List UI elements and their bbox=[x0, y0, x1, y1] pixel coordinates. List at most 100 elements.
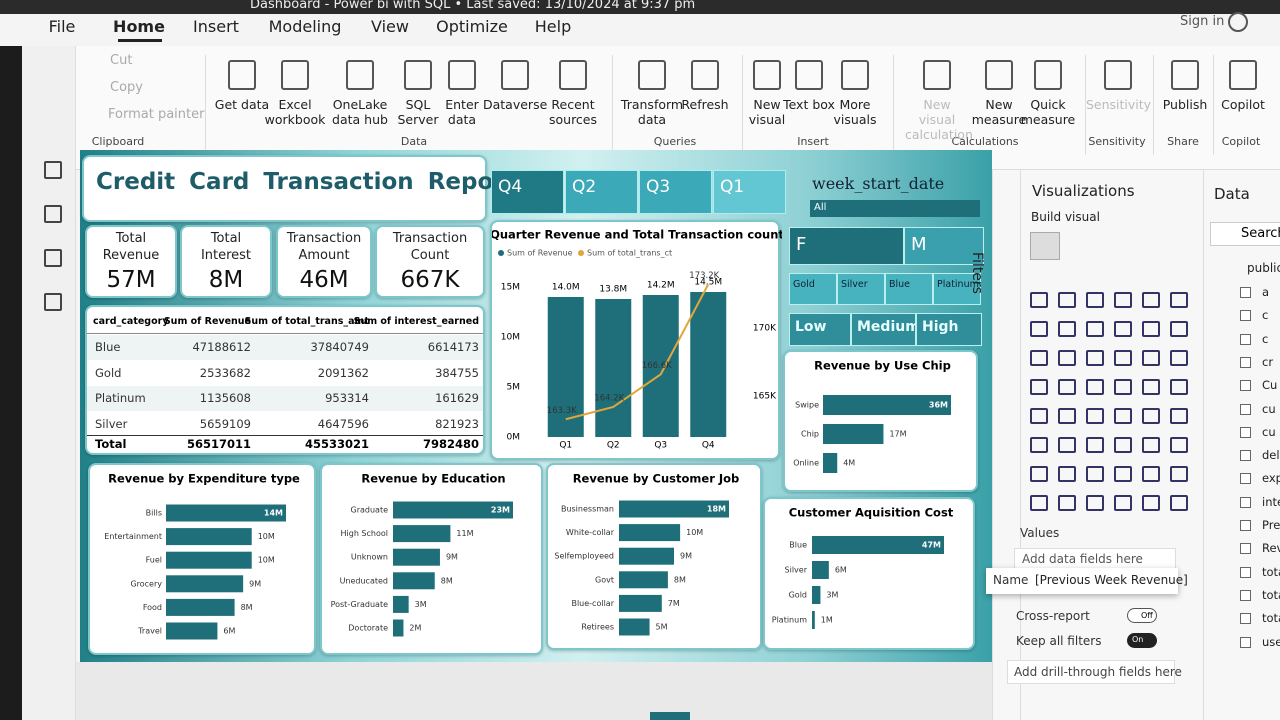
viz-type-icon[interactable] bbox=[1058, 437, 1076, 453]
field-name[interactable]: Cu bbox=[1262, 378, 1278, 393]
field-checkbox[interactable] bbox=[1240, 450, 1251, 462]
nav-icon[interactable] bbox=[44, 249, 62, 267]
viz-type-icon[interactable] bbox=[1170, 292, 1188, 308]
add-fields[interactable]: Add data fields here bbox=[1014, 548, 1176, 570]
viz-type-icon[interactable] bbox=[1170, 408, 1188, 424]
ribbon-button[interactable]: New visual calculation bbox=[905, 97, 973, 142]
viz-type-icon[interactable] bbox=[1086, 437, 1104, 453]
viz-type-icon[interactable] bbox=[1030, 408, 1048, 424]
viz-type-icon[interactable] bbox=[1114, 321, 1132, 337]
viz-type-icon[interactable] bbox=[1086, 408, 1104, 424]
viz-type-icon[interactable] bbox=[1142, 437, 1160, 453]
ribbon-tab[interactable]: Modeling bbox=[268, 17, 342, 36]
viz-type-icon[interactable] bbox=[1030, 350, 1048, 366]
field-name[interactable]: total bbox=[1262, 611, 1280, 626]
field-checkbox[interactable] bbox=[1240, 520, 1251, 531]
viz-type-icon[interactable] bbox=[1086, 321, 1104, 337]
field-name[interactable]: a bbox=[1262, 285, 1270, 299]
field-name[interactable]: Reve bbox=[1262, 541, 1280, 556]
ribbon-button[interactable]: Excel workbook bbox=[264, 97, 326, 127]
ribbon-button[interactable]: New measure bbox=[971, 97, 1027, 127]
field-name[interactable]: inte bbox=[1262, 494, 1280, 509]
viz-type-icon[interactable] bbox=[1030, 292, 1048, 308]
field-checkbox[interactable] bbox=[1240, 310, 1251, 322]
quarter-slicer-item[interactable]: Q4 bbox=[491, 170, 564, 214]
viz-type-icon[interactable] bbox=[1170, 321, 1188, 337]
quarter-slicer-item[interactable]: Q3 bbox=[639, 170, 712, 214]
viz-type-icon[interactable] bbox=[1086, 466, 1104, 482]
sign-in[interactable]: Sign in bbox=[1180, 14, 1225, 29]
viz-type-icon[interactable] bbox=[1142, 350, 1160, 366]
field-name[interactable]: cr bbox=[1262, 354, 1274, 369]
week-slicer-value[interactable]: All bbox=[810, 200, 980, 217]
field-checkbox[interactable] bbox=[1240, 380, 1251, 392]
viz-type-icon[interactable] bbox=[1170, 379, 1188, 395]
field-checkbox[interactable] bbox=[1240, 589, 1251, 601]
viz-type-icon[interactable] bbox=[1142, 466, 1160, 482]
ribbon-button[interactable]: Get data bbox=[214, 97, 270, 112]
field-checkbox[interactable] bbox=[1240, 566, 1251, 578]
field-checkbox[interactable] bbox=[1240, 287, 1251, 298]
field-name[interactable]: cu bbox=[1262, 424, 1276, 439]
filters-label[interactable]: Filters bbox=[969, 252, 985, 294]
data-search[interactable]: Search bbox=[1210, 222, 1280, 246]
viz-type-icon[interactable] bbox=[1114, 350, 1132, 366]
viz-type-icon[interactable] bbox=[1030, 379, 1048, 395]
ribbon-small-button[interactable]: Cut bbox=[110, 53, 133, 68]
viz-type-icon[interactable] bbox=[1030, 466, 1048, 482]
ribbon-button[interactable]: Publish bbox=[1162, 97, 1208, 112]
ribbon-small-button[interactable]: Format painter bbox=[108, 107, 205, 122]
viz-type-icon[interactable] bbox=[1058, 350, 1076, 366]
ribbon-button[interactable]: OneLake data hub bbox=[332, 97, 388, 127]
viz-type-icon[interactable] bbox=[1142, 321, 1160, 337]
quarter-slicer-item[interactable]: Q1 bbox=[713, 170, 786, 214]
field-name[interactable]: exp bbox=[1262, 471, 1280, 486]
viz-type-icon[interactable] bbox=[1114, 379, 1132, 395]
field-name[interactable]: total bbox=[1262, 564, 1280, 579]
field-name[interactable]: total bbox=[1262, 587, 1280, 602]
field-checkbox[interactable] bbox=[1240, 333, 1251, 345]
viz-type-icon[interactable] bbox=[1142, 379, 1160, 395]
viz-type-icon[interactable] bbox=[1086, 292, 1104, 308]
field-checkbox[interactable] bbox=[1240, 403, 1251, 415]
ribbon-tab[interactable]: Optimize bbox=[436, 17, 508, 36]
viz-type-icon[interactable] bbox=[1058, 379, 1076, 395]
viz-type-icon[interactable] bbox=[1142, 495, 1160, 511]
ribbon-button[interactable]: SQL Server bbox=[397, 97, 439, 127]
cross-report-toggle[interactable]: Off bbox=[1127, 608, 1157, 623]
viz-type-icon[interactable] bbox=[1170, 466, 1188, 482]
satisfaction-slicer-item[interactable]: High bbox=[916, 313, 982, 346]
field-name[interactable]: Prev bbox=[1262, 518, 1280, 532]
ribbon-tab[interactable]: View bbox=[371, 17, 409, 36]
drill-through[interactable]: Add drill-through fields here bbox=[1007, 660, 1182, 684]
field-checkbox[interactable] bbox=[1240, 473, 1251, 485]
ribbon-button[interactable]: Enter data bbox=[445, 97, 479, 127]
field-checkbox[interactable] bbox=[1240, 636, 1251, 648]
build-visual-icon[interactable] bbox=[1030, 232, 1060, 260]
viz-type-icon[interactable] bbox=[1114, 466, 1132, 482]
viz-type-icon[interactable] bbox=[1114, 495, 1132, 511]
category-slicer-item[interactable]: Blue bbox=[885, 273, 933, 305]
ribbon-button[interactable]: Dataverse bbox=[483, 97, 548, 112]
field-name[interactable]: del bbox=[1262, 448, 1280, 463]
ribbon-button[interactable]: More visuals bbox=[833, 97, 877, 127]
nav-icon[interactable] bbox=[44, 161, 62, 179]
category-slicer-item[interactable]: Platinum bbox=[933, 273, 981, 305]
viz-type-icon[interactable] bbox=[1142, 292, 1160, 308]
field-checkbox[interactable] bbox=[1240, 543, 1251, 555]
ribbon-button[interactable]: Refresh bbox=[681, 97, 729, 112]
gender-slicer-item[interactable]: M bbox=[904, 227, 984, 265]
ribbon-tab[interactable]: Insert bbox=[193, 17, 239, 36]
field-checkbox[interactable] bbox=[1240, 426, 1251, 438]
ribbon-button[interactable]: Sensitivity bbox=[1086, 97, 1152, 112]
ribbon-button[interactable]: Copilot bbox=[1221, 97, 1265, 112]
viz-type-icon[interactable] bbox=[1086, 495, 1104, 511]
viz-type-icon[interactable] bbox=[1086, 379, 1104, 395]
ribbon-tab[interactable]: Help bbox=[534, 17, 572, 36]
field-checkbox[interactable] bbox=[1240, 496, 1251, 508]
category-slicer-item[interactable]: Silver bbox=[837, 273, 885, 305]
nav-icon[interactable] bbox=[44, 293, 62, 311]
data-table-name[interactable]: public bbox=[1247, 261, 1280, 275]
satisfaction-slicer-item[interactable]: Medium bbox=[851, 313, 920, 346]
viz-type-icon[interactable] bbox=[1170, 350, 1188, 366]
